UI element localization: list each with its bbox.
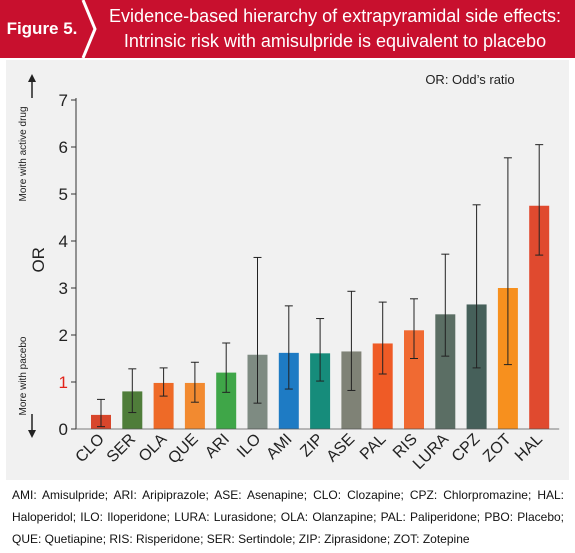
bar-ris xyxy=(404,330,424,429)
y-tick-label: 4 xyxy=(59,232,68,251)
abbreviation-footnote: AMI: Amisulpride; ARI: Aripiprazole; ASE… xyxy=(12,488,564,546)
y-tick-label: 7 xyxy=(59,91,68,110)
figure-header: Figure 5. Evidence-based hierarchy of ex… xyxy=(0,0,575,58)
y-tick-label: 6 xyxy=(59,138,68,157)
bar-pal xyxy=(372,343,393,429)
header-chevron xyxy=(81,0,97,58)
arrow-up-label: More with active drug xyxy=(18,106,29,201)
arrow-up-head xyxy=(28,74,36,82)
arrow-down-label: More with pacebo xyxy=(18,336,29,415)
y-tick-label: 3 xyxy=(59,279,68,298)
figure-label: Figure 5. xyxy=(6,19,78,38)
bar-zip xyxy=(310,353,331,429)
bar-ami xyxy=(278,352,299,429)
arrow-down-head xyxy=(28,430,36,438)
title-line-2: Intrinsic risk with amisulpride is equiv… xyxy=(123,31,547,51)
bar-ola xyxy=(153,382,174,429)
y-tick-label: 2 xyxy=(59,326,68,345)
bar-chart: 0 1 2 3 4 5 6 7 OR More with active drug More with… xyxy=(6,60,569,480)
y-axis-label: OR xyxy=(29,247,48,272)
y-tick-label: 5 xyxy=(59,185,68,204)
bar-lura xyxy=(435,314,456,429)
y-tick-label: 0 xyxy=(59,420,68,439)
bar-que xyxy=(184,382,205,429)
y-tick-label: 1 xyxy=(59,373,68,392)
figure-title: Evidence-based hierarchy of extrapyramid… xyxy=(100,4,570,54)
title-line-1: Evidence-based hierarchy of extrapyramid… xyxy=(109,6,561,26)
bar-ari xyxy=(216,372,237,429)
chart-annotation: OR: Odd’s ratio xyxy=(425,72,514,87)
bar-hal xyxy=(529,205,550,429)
